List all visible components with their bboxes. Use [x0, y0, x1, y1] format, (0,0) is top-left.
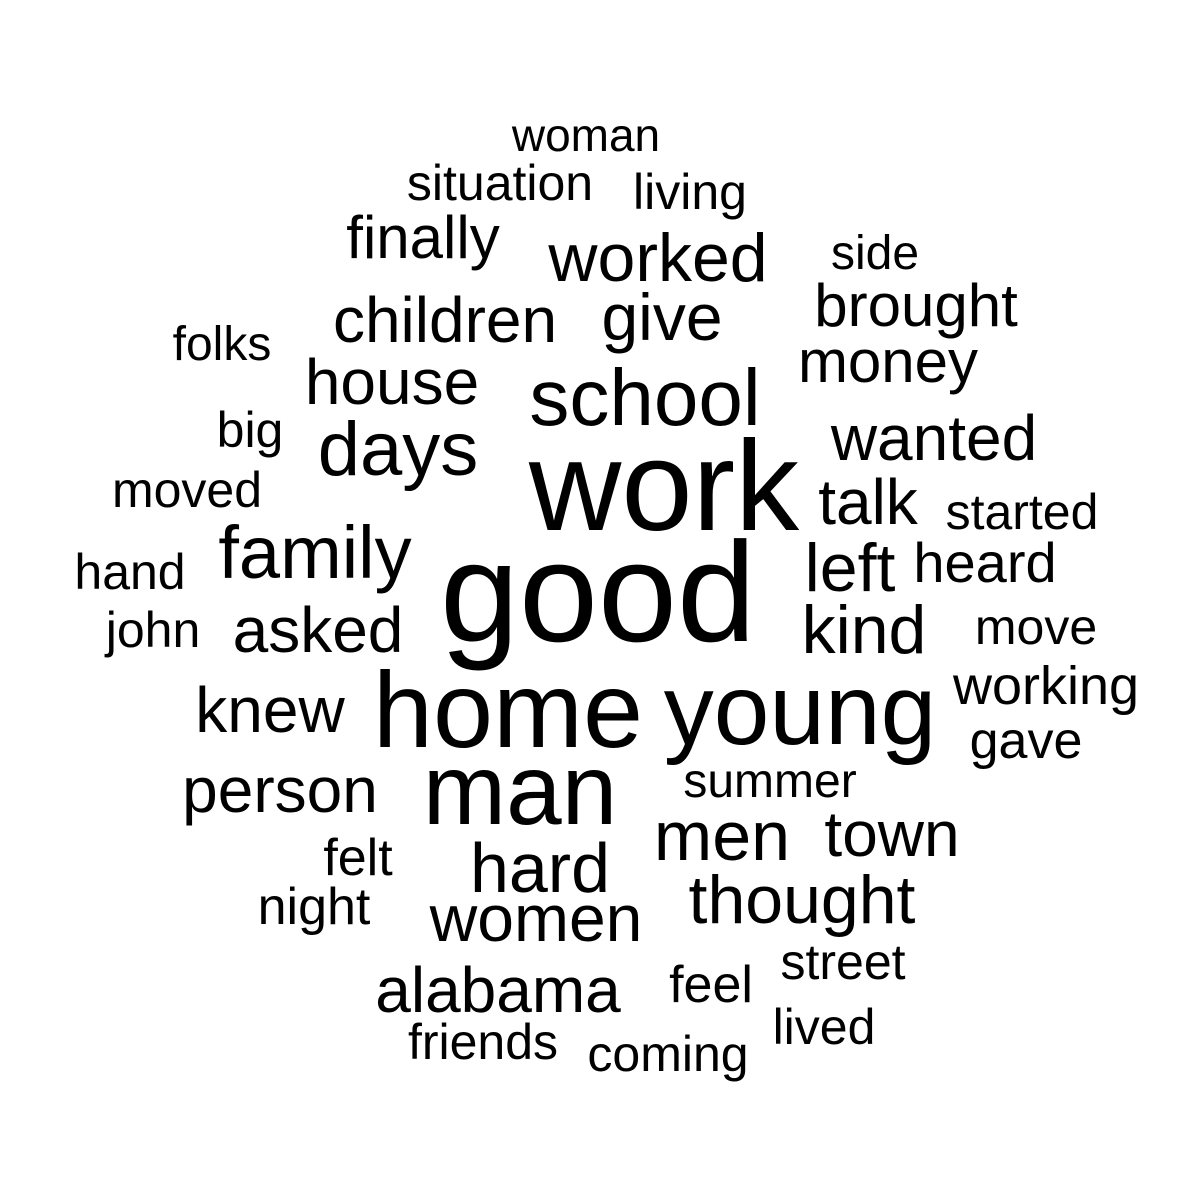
- word: side: [830, 227, 920, 280]
- word: school: [529, 353, 761, 442]
- word: days: [317, 407, 479, 492]
- word: moved: [111, 462, 263, 518]
- word: coming: [587, 1026, 749, 1082]
- word: left: [804, 530, 896, 606]
- word: man: [422, 734, 618, 846]
- word: women: [429, 881, 643, 955]
- word: feel: [669, 956, 753, 1014]
- word: move: [974, 599, 1098, 655]
- word: wanted: [830, 402, 1038, 474]
- word: children: [332, 284, 558, 356]
- word: house: [304, 346, 480, 418]
- word: brought: [814, 272, 1018, 339]
- word: started: [945, 484, 1099, 540]
- word: asked: [232, 594, 404, 666]
- word: person: [182, 754, 378, 826]
- word: work: [528, 415, 800, 558]
- word: summer: [683, 755, 857, 808]
- word: big: [216, 402, 284, 458]
- word: home: [372, 649, 644, 770]
- word: hand: [74, 544, 186, 600]
- word: john: [105, 602, 201, 658]
- word: friends: [407, 1014, 559, 1070]
- word: gave: [969, 712, 1083, 770]
- word: men: [653, 797, 791, 875]
- word: family: [218, 511, 412, 594]
- word: night: [257, 878, 371, 936]
- word: situation: [406, 155, 594, 211]
- word: money: [797, 328, 979, 395]
- word: alabama: [375, 954, 621, 1026]
- word: hard: [469, 829, 611, 907]
- word: good: [440, 513, 756, 672]
- word: living: [633, 164, 747, 220]
- word: folks: [172, 318, 272, 371]
- word: knew: [195, 674, 345, 746]
- word: kind: [801, 592, 927, 668]
- word: young: [663, 654, 937, 766]
- word: heard: [913, 531, 1057, 594]
- word: street: [780, 934, 906, 990]
- word: woman: [511, 109, 661, 161]
- word: working: [952, 656, 1140, 716]
- word: thought: [688, 862, 916, 938]
- word: worked: [548, 220, 768, 296]
- word: town: [824, 798, 960, 870]
- word: talk: [818, 466, 918, 538]
- word: give: [601, 280, 723, 354]
- word: felt: [323, 829, 393, 887]
- word: finally: [346, 204, 500, 271]
- word: lived: [772, 999, 876, 1055]
